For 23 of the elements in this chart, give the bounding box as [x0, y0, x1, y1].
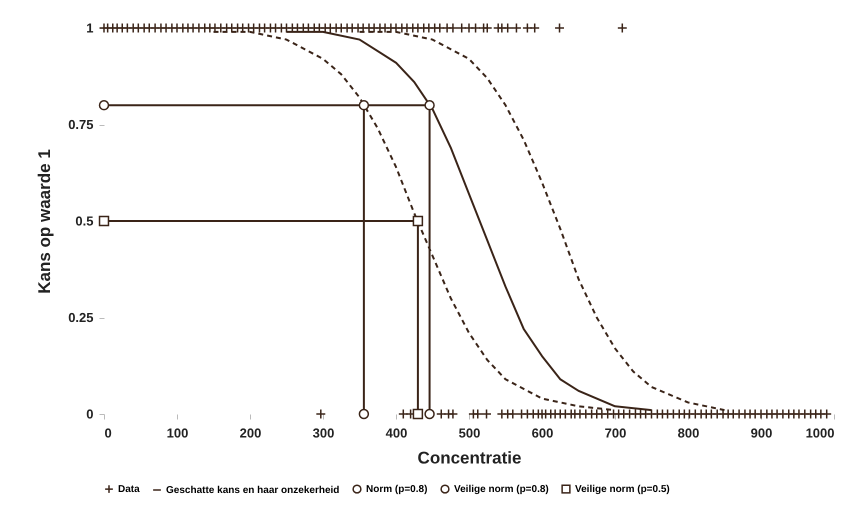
x-tick-label: 400	[386, 426, 408, 440]
x-tick-label: 300	[312, 426, 334, 440]
legend-label: Data	[118, 484, 140, 496]
x-tick-label: 500	[458, 426, 480, 440]
legend-label: Veilige norm (p=0.8)	[454, 484, 549, 496]
x-axis-title: Concentratie	[418, 448, 522, 468]
legend-label: Veilige norm (p=0.5)	[575, 484, 670, 496]
y-tick-label: 0.75	[68, 117, 94, 132]
legend-label: Norm (p=0.8)	[366, 484, 428, 496]
y-tick-label: 0.25	[68, 310, 94, 325]
y-tick-label: 0	[86, 406, 94, 422]
y-tick-label: 1	[86, 20, 94, 36]
x-tick-label: 600	[532, 426, 554, 440]
legend-label: Geschatte kans en haar onzekerheid	[166, 485, 340, 496]
x-tick-label: 1000	[806, 426, 834, 440]
x-tick-label: 200	[240, 426, 262, 440]
y-axis-title: Kans op waarde 1	[35, 149, 54, 294]
x-tick-label: 0	[104, 426, 112, 440]
x-tick-label: 800	[678, 426, 700, 440]
y-tick-label: 0.5	[75, 214, 94, 228]
x-tick-label: 700	[604, 426, 626, 440]
x-tick-label: 900	[750, 426, 772, 440]
x-tick-label: 100	[166, 426, 188, 440]
